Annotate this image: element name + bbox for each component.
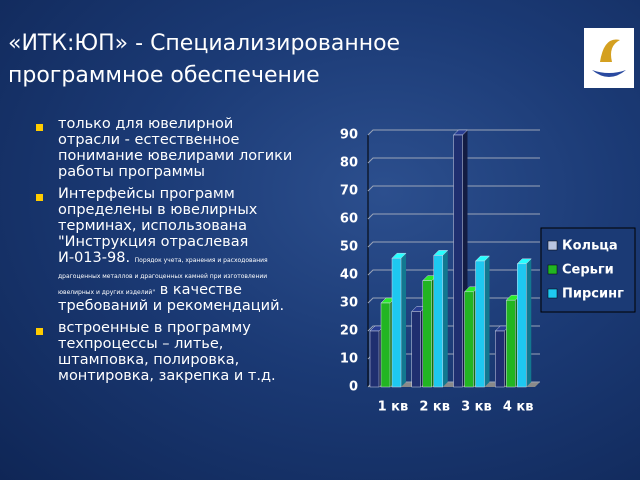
bullet-note: Порядок учета, хранения и расходования д… — [58, 257, 268, 296]
grid-line — [367, 129, 540, 136]
bar — [422, 280, 432, 388]
logo-boat — [592, 70, 626, 77]
bullet: Интерфейсы программ определены в ювелирн… — [36, 186, 298, 314]
bullet: встроенные в программу техпроцессы – лит… — [36, 320, 298, 384]
logo-sail — [600, 39, 620, 62]
bar-side — [442, 250, 448, 387]
x-tick-label: 2 кв — [419, 400, 450, 415]
bar — [475, 260, 485, 388]
bar — [464, 291, 474, 388]
y-tick-label: 0 — [349, 380, 358, 395]
grid-line — [367, 157, 540, 164]
bar-side — [401, 253, 406, 387]
bar-side — [484, 256, 490, 387]
y-tick-label: 80 — [340, 156, 358, 171]
grid-line — [367, 241, 540, 248]
legend-swatch — [547, 288, 558, 299]
bar — [517, 263, 527, 388]
grid-line — [367, 213, 540, 220]
y-tick-label: 10 — [340, 352, 358, 367]
bar — [433, 255, 443, 388]
legend-swatch — [547, 240, 558, 251]
bullet-list: только для ювелирной отрасли - естествен… — [36, 116, 298, 390]
y-tick-label: 60 — [340, 212, 358, 227]
bar — [495, 330, 505, 388]
logo — [584, 28, 634, 88]
legend-label: Пирсинг — [562, 287, 624, 302]
y-tick-label: 70 — [340, 184, 358, 199]
bar — [380, 302, 391, 388]
bar — [369, 330, 380, 388]
x-tick-label: 3 кв — [461, 400, 492, 415]
bullet: только для ювелирной отрасли - естествен… — [36, 116, 298, 180]
legend-swatch — [547, 264, 558, 275]
y-tick-label: 40 — [340, 268, 358, 283]
legend-label: Кольца — [562, 239, 618, 254]
y-tick-label: 20 — [340, 324, 358, 339]
x-tick-label: 4 кв — [503, 400, 534, 415]
bullet-text: только для ювелирной отрасли - естествен… — [58, 116, 293, 180]
x-tick-label: 1 кв — [378, 400, 409, 415]
y-tick-label: 50 — [340, 240, 358, 255]
bullet-text: встроенные в программу техпроцессы – лит… — [58, 320, 276, 384]
bar — [391, 257, 402, 388]
bullet-text: в качестве требований и рекомендаций. — [58, 282, 285, 314]
bar — [506, 299, 516, 388]
bar — [453, 134, 463, 388]
bar-side — [526, 258, 532, 387]
slide-title: «ИТК:ЮП» - Специализированное программно… — [8, 31, 401, 88]
grid-line — [367, 185, 540, 192]
y-tick-label: 30 — [340, 296, 358, 311]
y-tick-label: 90 — [340, 128, 358, 143]
legend-label: Серьги — [562, 263, 614, 278]
bar — [411, 311, 421, 388]
bullet-text: Интерфейсы программ определены в ювелирн… — [58, 186, 258, 266]
